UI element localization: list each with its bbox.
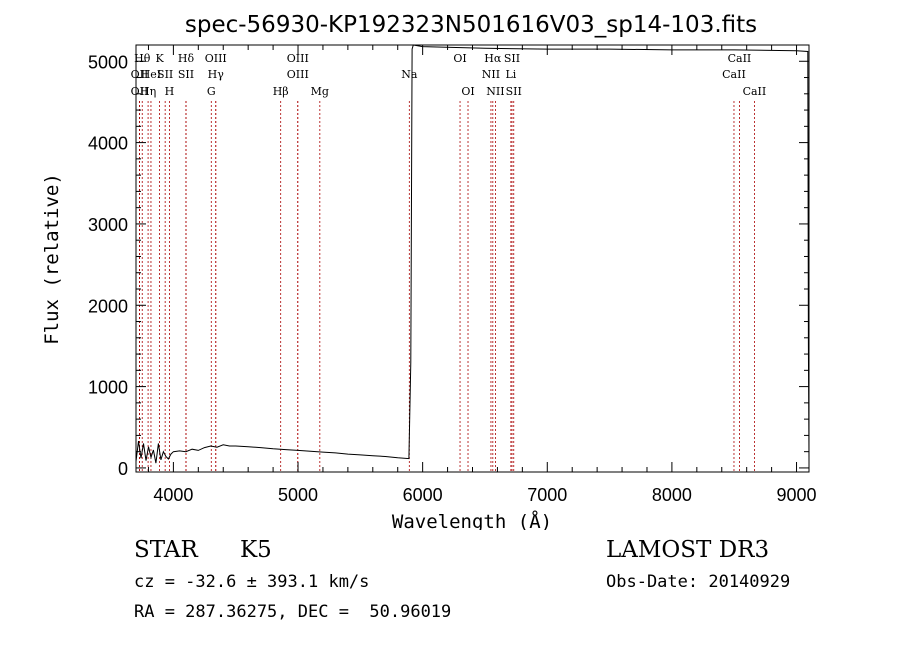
plot-frame	[135, 44, 810, 473]
line-marker-label: Mg	[311, 85, 329, 98]
line-marker-label: Hγ	[208, 68, 225, 81]
object-subclass: K5	[240, 537, 272, 563]
x-tick-label: 4000	[153, 485, 193, 505]
line-marker-label: CaII	[722, 68, 746, 81]
line-marker-label: SII	[504, 52, 520, 65]
line-marker-label: SII	[506, 85, 522, 98]
line-marker-label: CaII	[728, 52, 752, 65]
line-marker-label: Hη	[140, 85, 156, 98]
series-line-flux	[135, 44, 810, 464]
x-tick-label: 8000	[652, 485, 692, 505]
line-marker-label: OIII	[287, 52, 309, 65]
chart-title: spec-56930-KP192323N501616V03_sp14-103.f…	[185, 12, 757, 38]
line-marker-label: Hθ	[134, 52, 151, 65]
y-tick-label: 1000	[88, 378, 128, 398]
y-tick-label: 5000	[88, 52, 128, 72]
line-marker-label: NII	[482, 68, 500, 81]
line-marker-label: K	[155, 52, 164, 65]
y-tick-label: 0	[118, 459, 128, 479]
line-marker-label: CaII	[743, 85, 767, 98]
line-marker-label: Hα	[484, 52, 502, 65]
series-group	[135, 44, 810, 464]
x-tick-label: 7000	[527, 485, 567, 505]
y-tick-label: 4000	[88, 134, 128, 154]
line-marker-label: OI	[461, 85, 474, 98]
line-marker-label: G	[207, 85, 216, 98]
line-marker-label: SII	[178, 68, 194, 81]
line-marker-label: OIII	[287, 68, 309, 81]
x-tick-label: 5000	[278, 485, 318, 505]
x-tick-label: 9000	[777, 485, 817, 505]
line-marker-label: Na	[401, 68, 418, 81]
line-marker-label: Hβ	[273, 85, 289, 98]
line-marker-label: OI	[453, 52, 466, 65]
line-marker-label: OII	[131, 68, 149, 81]
y-tick-label: 3000	[88, 215, 128, 235]
y-axis: 0 1000 2000 3000 4000 5000	[88, 44, 809, 479]
line-marker-label: OII	[131, 85, 149, 98]
line-marker-label: HeI	[141, 68, 161, 81]
y-axis-label: Flux (relative)	[41, 173, 63, 345]
line-marker-label: Li	[505, 68, 516, 81]
survey-name: LAMOST DR3	[606, 537, 770, 563]
spectrum-chart: spec-56930-KP192323N501616V03_sp14-103.f…	[41, 12, 817, 530]
redshift-text: cz = -32.6 ± 393.1 km/s	[134, 572, 370, 592]
obs-date: Obs-Date: 20140929	[606, 572, 791, 592]
x-axis-label: Wavelength (Å)	[392, 510, 552, 530]
x-axis: 4000 5000 6000 7000 8000 9000	[147, 45, 817, 505]
line-marker-label: H	[165, 85, 175, 98]
line-marker-label: NII	[486, 85, 504, 98]
x-tick-label: 6000	[403, 485, 443, 505]
line-marker-label: Hδ	[178, 52, 195, 65]
object-class: STAR	[134, 537, 198, 563]
line-marker-label: OIII	[205, 52, 227, 65]
coordinates: RA = 287.36275, DEC = 50.96019	[134, 602, 452, 622]
y-tick-label: 2000	[88, 296, 128, 316]
line-marker-label: SII	[157, 68, 173, 81]
